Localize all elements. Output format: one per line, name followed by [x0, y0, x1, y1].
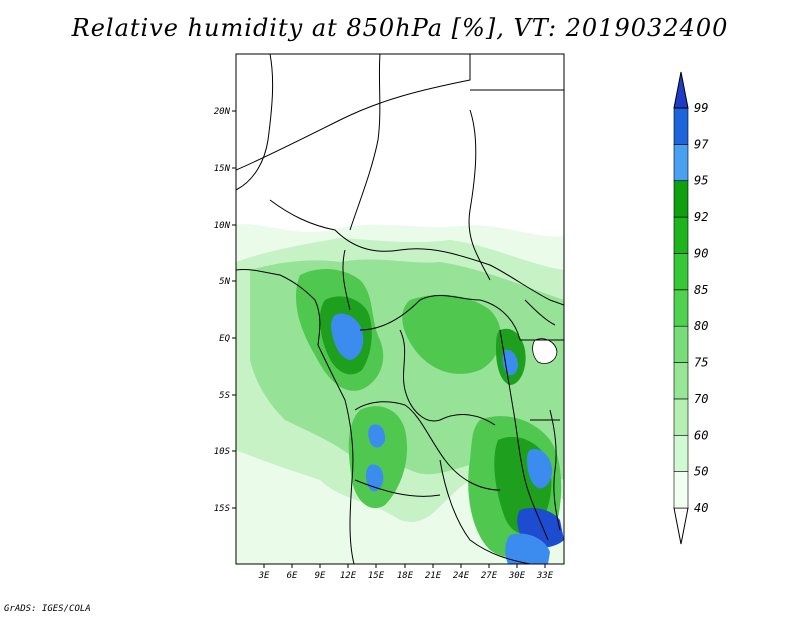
colorbar-label: 99	[694, 101, 708, 115]
x-tick-label: 6E	[287, 571, 298, 581]
colorbar-label: 60	[694, 428, 708, 442]
colorbar-swatch	[673, 289, 689, 327]
colorbar-swatch	[673, 107, 689, 145]
colorbar-swatch	[673, 434, 689, 472]
colorbar-label: 80	[694, 319, 708, 333]
colorbar-label: 70	[694, 392, 708, 406]
x-tick-label: 15E	[368, 571, 385, 581]
map-frame	[235, 53, 565, 565]
x-tick-label: 30E	[508, 571, 526, 581]
humidity-contour-95	[527, 449, 553, 489]
colorbar-swatch	[673, 253, 689, 291]
y-tick-label: 10N	[214, 221, 231, 231]
x-tick-label: 24E	[453, 571, 470, 581]
y-tick-label: 15S	[214, 504, 231, 514]
colorbar-label: 92	[694, 210, 708, 224]
humidity-field	[236, 224, 564, 564]
colorbar-swatch	[673, 180, 689, 218]
colorbar-swatch	[673, 398, 689, 436]
colorbar: 40 50 60 70 75 80 85 90 92 95 97 99	[673, 71, 709, 545]
y-tick-label: EQ	[219, 334, 230, 344]
colorbar-label: 90	[694, 246, 708, 260]
colorbar-label: 40	[694, 501, 708, 515]
colorbar-label: 85	[694, 283, 708, 297]
grads-credit: GrADS: IGES/COLA	[4, 604, 91, 614]
country-borders	[236, 54, 564, 564]
x-tick-label: 18E	[397, 571, 414, 581]
lake-victoria	[532, 338, 558, 364]
colorbar-label: 95	[694, 174, 708, 188]
x-tick-label: 3E	[258, 571, 270, 581]
colorbar-over-arrow	[673, 71, 689, 109]
map-title: Relative humidity at 850hPa [%], VT: 201…	[71, 14, 729, 42]
colorbar-label: 97	[694, 137, 709, 151]
x-tick-label: 12E	[340, 571, 357, 581]
y-tick-label: 5S	[219, 391, 230, 401]
y-tick-label: 20N	[214, 107, 231, 117]
colorbar-swatch	[673, 216, 689, 254]
x-tick-label: 9E	[315, 571, 326, 581]
x-tick-label: 33E	[536, 571, 554, 581]
humidity-contour-85	[348, 406, 408, 509]
colorbar-label: 50	[694, 465, 708, 479]
humidity-contour-95	[331, 313, 364, 360]
humidity-contour-95	[505, 533, 550, 564]
y-tick-label: 5N	[219, 277, 230, 287]
humidity-contour-95	[365, 464, 384, 492]
x-tick-label: 21E	[425, 571, 442, 581]
colorbar-label: 75	[694, 356, 708, 370]
y-tick-label: 10S	[214, 447, 231, 457]
colorbar-swatch	[673, 325, 689, 363]
humidity-contour-85	[402, 294, 501, 374]
y-tick-label: 15N	[214, 164, 231, 174]
colorbar-under-arrow	[673, 507, 689, 545]
colorbar-swatch	[673, 471, 689, 509]
humidity-contour-95	[368, 424, 386, 448]
colorbar-swatch	[673, 144, 689, 182]
colorbar-swatch	[673, 362, 689, 400]
axis-ticks	[232, 110, 546, 568]
x-tick-label: 27E	[481, 571, 498, 581]
